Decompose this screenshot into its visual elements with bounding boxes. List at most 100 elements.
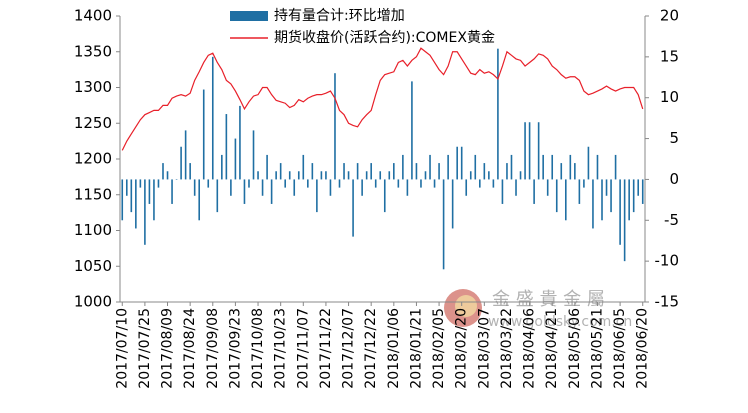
bar (171, 179, 173, 204)
x-tick-label: 2018/01/06 (386, 308, 402, 389)
bar (144, 179, 146, 245)
y2-tick-label: 20 (660, 7, 679, 25)
bar (211, 56, 214, 180)
bar (614, 154, 617, 180)
bar (347, 171, 350, 180)
bar (180, 146, 182, 180)
bar (302, 154, 305, 180)
bar (424, 171, 427, 180)
bar (456, 146, 458, 180)
y2-tick-label: -15 (655, 293, 680, 311)
bar (388, 171, 391, 180)
bar (619, 179, 621, 245)
x-tick-label: 2018/05/21 (589, 308, 605, 389)
brand: 金 盛 貴 金 屬 (492, 289, 605, 310)
bar (270, 179, 273, 204)
x-tick-label: 2018/03/07 (476, 308, 492, 389)
bar (275, 171, 277, 180)
bar (574, 163, 576, 180)
legend-swatch (230, 11, 268, 21)
bar (297, 171, 300, 180)
bar (497, 48, 499, 180)
bar (166, 171, 169, 180)
bar (225, 114, 228, 180)
x-tick-label: 2017/09/23 (227, 308, 243, 389)
bar (524, 122, 526, 180)
x-tick-label: 2017/10/08 (250, 308, 266, 389)
bar (135, 179, 137, 229)
bar (125, 179, 128, 196)
watermark: 金 盛 貴 金 屬 www.goldsky.com.cn (444, 289, 632, 330)
y2-tick-label: 15 (660, 47, 679, 65)
bar (130, 179, 133, 213)
bar (121, 179, 124, 221)
x-tick-label: 2017/12/07 (341, 308, 357, 389)
bar (641, 179, 644, 204)
y-tick-label: 1350 (74, 42, 112, 60)
bar (533, 179, 535, 204)
bar (397, 179, 400, 188)
bar (370, 163, 372, 180)
y-tick-label: 1100 (74, 221, 112, 239)
bar (488, 171, 490, 180)
x-tick-label: 2018/02/20 (454, 308, 470, 389)
bar (438, 163, 440, 180)
bar (207, 179, 210, 188)
x-tick-label: 2017/11/07 (295, 308, 311, 389)
url: www.goldsky.com.cn (488, 314, 632, 330)
x-tick-label: 2017/07/10 (114, 308, 130, 389)
bar (248, 179, 250, 188)
bar (257, 171, 259, 180)
x-tick-label: 2018/03/22 (499, 308, 515, 389)
bar (564, 179, 567, 221)
bar (429, 154, 431, 180)
bar (542, 154, 544, 180)
bar (510, 154, 513, 180)
bar (465, 179, 468, 196)
bar (506, 163, 508, 180)
bar (637, 179, 640, 196)
x-tick-label: 2018/04/06 (522, 308, 538, 389)
bar (469, 171, 472, 180)
bar (628, 179, 630, 221)
bar (243, 179, 246, 204)
bar (352, 179, 354, 237)
legend-label: 持有量合计:环比增加 (274, 8, 405, 24)
bar (316, 179, 318, 213)
bar (234, 138, 237, 180)
bar (605, 179, 608, 196)
bar (198, 179, 201, 221)
y-tick-label: 1000 (74, 293, 112, 311)
bar (365, 171, 368, 180)
bar (596, 154, 599, 180)
bar (415, 163, 418, 180)
bar (189, 163, 191, 180)
y2-tick-label: 0 (669, 170, 679, 188)
bar (139, 179, 142, 188)
bar (184, 130, 187, 180)
bar (175, 179, 178, 180)
x-tick-label: 2017/07/25 (137, 308, 153, 389)
bar (460, 146, 463, 180)
bar (343, 163, 345, 180)
bar (483, 163, 486, 180)
bar (279, 163, 282, 180)
y2-tick-label: -5 (664, 211, 679, 229)
bar (447, 154, 449, 180)
bar (162, 163, 164, 180)
bar (528, 122, 531, 180)
bar (451, 179, 454, 229)
bar (555, 179, 558, 213)
y-tick-label: 1050 (74, 257, 112, 275)
bar (537, 122, 540, 180)
y-tick-label: 1150 (74, 185, 112, 203)
bar (583, 179, 585, 188)
x-tick-label: 2018/01/21 (408, 308, 424, 389)
bar (356, 163, 359, 180)
bar (393, 163, 395, 180)
bar (587, 146, 590, 180)
bar (221, 154, 223, 180)
bar (311, 163, 314, 180)
x-tick-label: 2017/08/24 (182, 308, 198, 389)
bar (442, 179, 445, 270)
